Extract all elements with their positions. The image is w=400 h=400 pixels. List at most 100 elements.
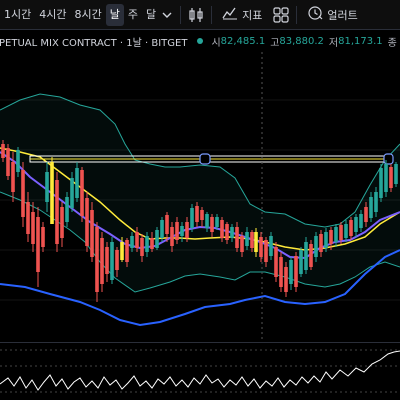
candle-body xyxy=(200,210,204,220)
candle-body xyxy=(60,207,64,238)
candle-body xyxy=(349,220,353,236)
toolbar-divider xyxy=(211,5,213,24)
candlesticks[interactable] xyxy=(1,140,398,302)
candle-body xyxy=(259,237,263,257)
resistance-handle[interactable] xyxy=(199,153,211,165)
candle-body xyxy=(274,247,278,277)
alert-clock-icon xyxy=(307,5,323,24)
candle-body xyxy=(26,202,30,234)
candle-body xyxy=(31,212,35,244)
indicators-icon xyxy=(222,6,238,23)
candle-body xyxy=(225,224,229,240)
bollinger-band-fill xyxy=(0,94,400,292)
symbol-legend: PETUAL MIX CONTRACT · 1날 · BITGET 시 82,4… xyxy=(0,30,400,52)
candle-body xyxy=(220,220,224,238)
chevron-down-icon[interactable] xyxy=(160,8,174,22)
candle-body xyxy=(50,162,54,224)
candle-body xyxy=(150,238,154,249)
open-value: 82,485.1 xyxy=(220,35,266,47)
candle-body xyxy=(344,224,348,238)
candle-body xyxy=(160,220,164,238)
candle-body xyxy=(299,250,303,274)
candle-body xyxy=(319,234,323,252)
candle-body xyxy=(175,222,179,240)
candle-body xyxy=(95,227,99,292)
candle-body xyxy=(16,150,20,172)
high-label: 고 xyxy=(270,37,280,49)
candle-body xyxy=(80,170,84,216)
low-band-line xyxy=(0,249,400,327)
candle-body xyxy=(264,240,268,262)
candle-body xyxy=(165,215,169,234)
timeframe-month[interactable]: 달 xyxy=(146,7,157,21)
top-toolbar: 1시간 4시간 8시간 날 주 달 지표 얼러트 xyxy=(0,0,400,30)
low-label: 저 xyxy=(328,37,339,49)
candle-body xyxy=(115,250,119,270)
close-label: 종 xyxy=(387,37,397,49)
candle-body xyxy=(100,238,104,284)
candle-body xyxy=(294,256,298,287)
timeframe-1h[interactable]: 1시간 xyxy=(4,7,32,21)
indicator-templates-icon[interactable] xyxy=(272,6,290,24)
candle-body xyxy=(329,230,333,244)
candle-body xyxy=(364,207,368,222)
oscillator-pane[interactable] xyxy=(0,342,400,400)
candle-body xyxy=(140,238,144,256)
candle-body xyxy=(65,197,69,222)
candle-body xyxy=(130,236,134,248)
candle-body xyxy=(125,240,129,262)
candle-body xyxy=(70,178,74,208)
candle-body xyxy=(195,206,199,222)
price-chart[interactable] xyxy=(0,52,400,342)
candle-body xyxy=(21,170,25,217)
candle-body xyxy=(245,232,249,246)
open-label: 시 xyxy=(211,37,221,49)
timeframe-8h[interactable]: 8시간 xyxy=(74,7,102,21)
symbol-title[interactable]: PETUAL MIX CONTRACT · 1날 · BITGET xyxy=(0,37,188,49)
candle-body xyxy=(155,230,159,248)
candle-body xyxy=(309,244,313,267)
bollinger-lower-band xyxy=(0,191,400,293)
candle-body xyxy=(36,217,40,272)
resistance-line[interactable] xyxy=(29,153,394,165)
high-value: 83,880.2 xyxy=(279,35,324,47)
candle-body xyxy=(11,162,15,192)
candle-body xyxy=(279,257,283,287)
candle-body xyxy=(379,168,383,198)
candle-body xyxy=(135,232,139,248)
candle-body xyxy=(75,168,79,198)
timeframe-day[interactable]: 날 xyxy=(105,3,124,26)
candle-body xyxy=(339,225,343,240)
candle-body xyxy=(240,236,244,252)
candle-body xyxy=(90,210,94,257)
candle-body xyxy=(374,192,378,212)
market-status-dot xyxy=(197,38,204,44)
candle-body xyxy=(304,242,308,270)
candle-body xyxy=(314,236,318,257)
candle-body xyxy=(105,247,109,274)
candle-body xyxy=(289,260,293,284)
alert-button[interactable]: 얼러트 xyxy=(303,5,361,24)
candle-body xyxy=(394,164,398,184)
low-value: 81,173.1 xyxy=(338,35,383,47)
candle-body xyxy=(170,227,174,246)
candles-icon[interactable] xyxy=(187,6,205,24)
candle-body xyxy=(354,217,358,232)
candle-body xyxy=(389,167,393,188)
indicators-label: 지표 xyxy=(242,8,263,22)
candle-body xyxy=(205,214,209,228)
candle-body xyxy=(235,227,239,248)
alert-label: 얼러트 xyxy=(327,8,358,22)
candle-body xyxy=(45,172,49,202)
candle-body xyxy=(254,232,258,252)
indicators-button[interactable]: 지표 xyxy=(218,6,266,23)
candle-body xyxy=(369,197,373,218)
candle-body xyxy=(215,217,219,227)
candle-body xyxy=(110,242,114,280)
candle-body xyxy=(269,236,273,256)
timeframe-week[interactable]: 주 xyxy=(127,7,138,21)
resistance-handle[interactable] xyxy=(383,153,394,165)
toolbar-divider xyxy=(296,5,298,24)
timeframe-4h[interactable]: 4시간 xyxy=(39,7,67,21)
candle-body xyxy=(284,267,288,292)
